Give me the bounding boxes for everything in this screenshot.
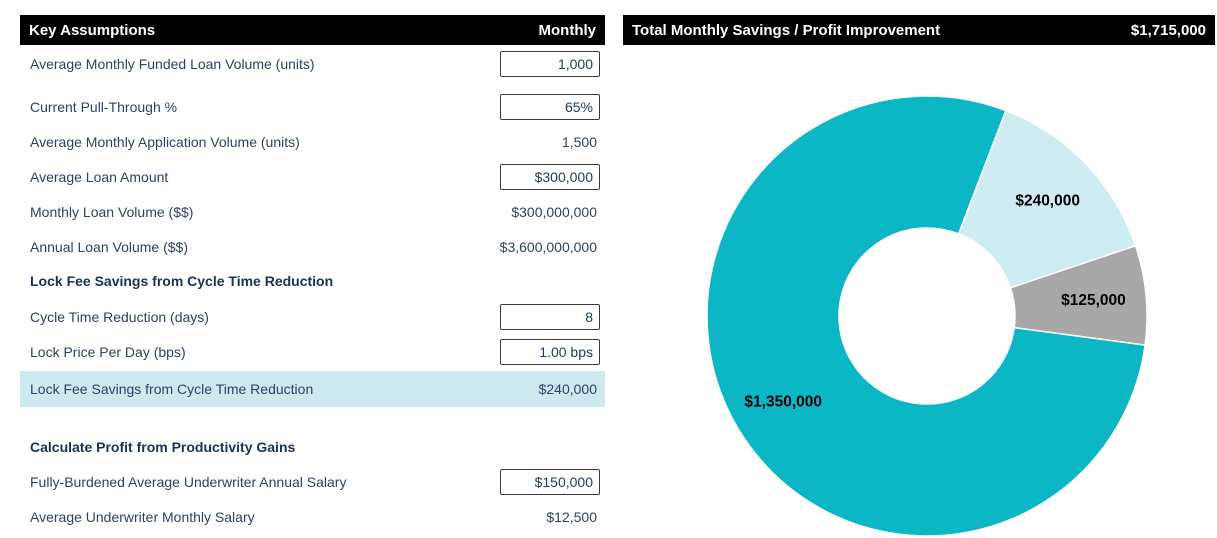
assumptions-period-label: Monthly (538, 21, 597, 39)
savings-title: Total Monthly Savings / Profit Improveme… (632, 21, 941, 39)
row-input[interactable] (500, 304, 600, 330)
row-label: Annual Loan Volume ($$) (30, 239, 188, 255)
assumption-row: Average Loan Amount (20, 164, 605, 190)
row-label: Fully-Burdened Average Underwriter Annua… (30, 474, 347, 490)
row-label: Current Pull-Through % (30, 99, 178, 115)
row-label: Average Monthly Funded Loan Volume (unit… (30, 56, 315, 72)
row-value: $240,000 (538, 381, 597, 397)
assumption-row: Monthly Loan Volume ($$) $300,000,000 (20, 199, 605, 225)
assumptions-header-bar: Key Assumptions Monthly (20, 15, 605, 45)
row-value: $3,600,000,000 (499, 239, 597, 255)
row-value: $12,500 (546, 509, 597, 525)
row-label: Average Loan Amount (30, 169, 169, 185)
savings-total-value: $1,715,000 (1130, 21, 1206, 39)
assumption-row: Current Pull-Through % (20, 94, 605, 120)
row-value: $300,000,000 (511, 204, 597, 220)
assumption-row: Average Monthly Funded Loan Volume (unit… (20, 51, 605, 77)
row-input[interactable] (500, 94, 600, 120)
row-input[interactable] (500, 469, 600, 495)
assumptions-rows: Average Monthly Funded Loan Volume (unit… (20, 15, 605, 538)
section-header-row: Lock Fee Savings from Cycle Time Reducti… (20, 268, 605, 294)
row-label: Calculate Profit from Productivity Gains (30, 439, 296, 455)
assumption-row: Annual Loan Volume ($$) $3,600,000,000 (20, 234, 605, 260)
result-highlight-row: Lock Fee Savings from Cycle Time Reducti… (20, 371, 605, 407)
row-label: Average Monthly Application Volume (unit… (30, 134, 300, 150)
assumption-row: Average Underwriter Monthly Salary $12,50… (20, 504, 605, 530)
assumptions-title: Key Assumptions (29, 21, 156, 39)
row-label: Lock Fee Savings from Cycle Time Reducti… (30, 381, 314, 397)
row-value: 1,500 (561, 134, 597, 150)
donut-slice-2 (706, 95, 1146, 537)
slice-value-label: $240,000 (1015, 192, 1080, 209)
savings-header-bar: Total Monthly Savings / Profit Improveme… (623, 15, 1215, 45)
donut-slice-0 (957, 109, 1137, 289)
assumption-row: Fully-Burdened Average Underwriter Annua… (20, 469, 605, 495)
assumptions-panel: Key Assumptions Monthly Average Monthly … (20, 15, 605, 538)
row-input[interactable] (500, 164, 600, 190)
assumption-row: Average Monthly Application Volume (unit… (20, 129, 605, 155)
donut-chart: $240,000 $125,000 $1,350,000 (706, 95, 1148, 537)
savings-panel: Total Monthly Savings / Profit Improveme… (623, 15, 1215, 538)
section-header-row: Calculate Profit from Productivity Gains (20, 434, 605, 460)
row-label: Cycle Time Reduction (days) (30, 309, 209, 325)
row-input[interactable] (500, 51, 600, 77)
row-label: Monthly Loan Volume ($$) (30, 204, 194, 220)
row-label: Average Underwriter Monthly Salary (30, 509, 255, 525)
row-label: Lock Price Per Day (bps) (30, 344, 186, 360)
slice-value-label: $1,350,000 (744, 393, 822, 410)
assumption-row: Lock Price Per Day (bps) (20, 339, 605, 365)
assumption-row: Cycle Time Reduction (days) (20, 304, 605, 330)
row-input[interactable] (500, 339, 600, 365)
row-label: Lock Fee Savings from Cycle Time Reducti… (30, 273, 334, 289)
slice-value-label: $125,000 (1061, 292, 1126, 309)
